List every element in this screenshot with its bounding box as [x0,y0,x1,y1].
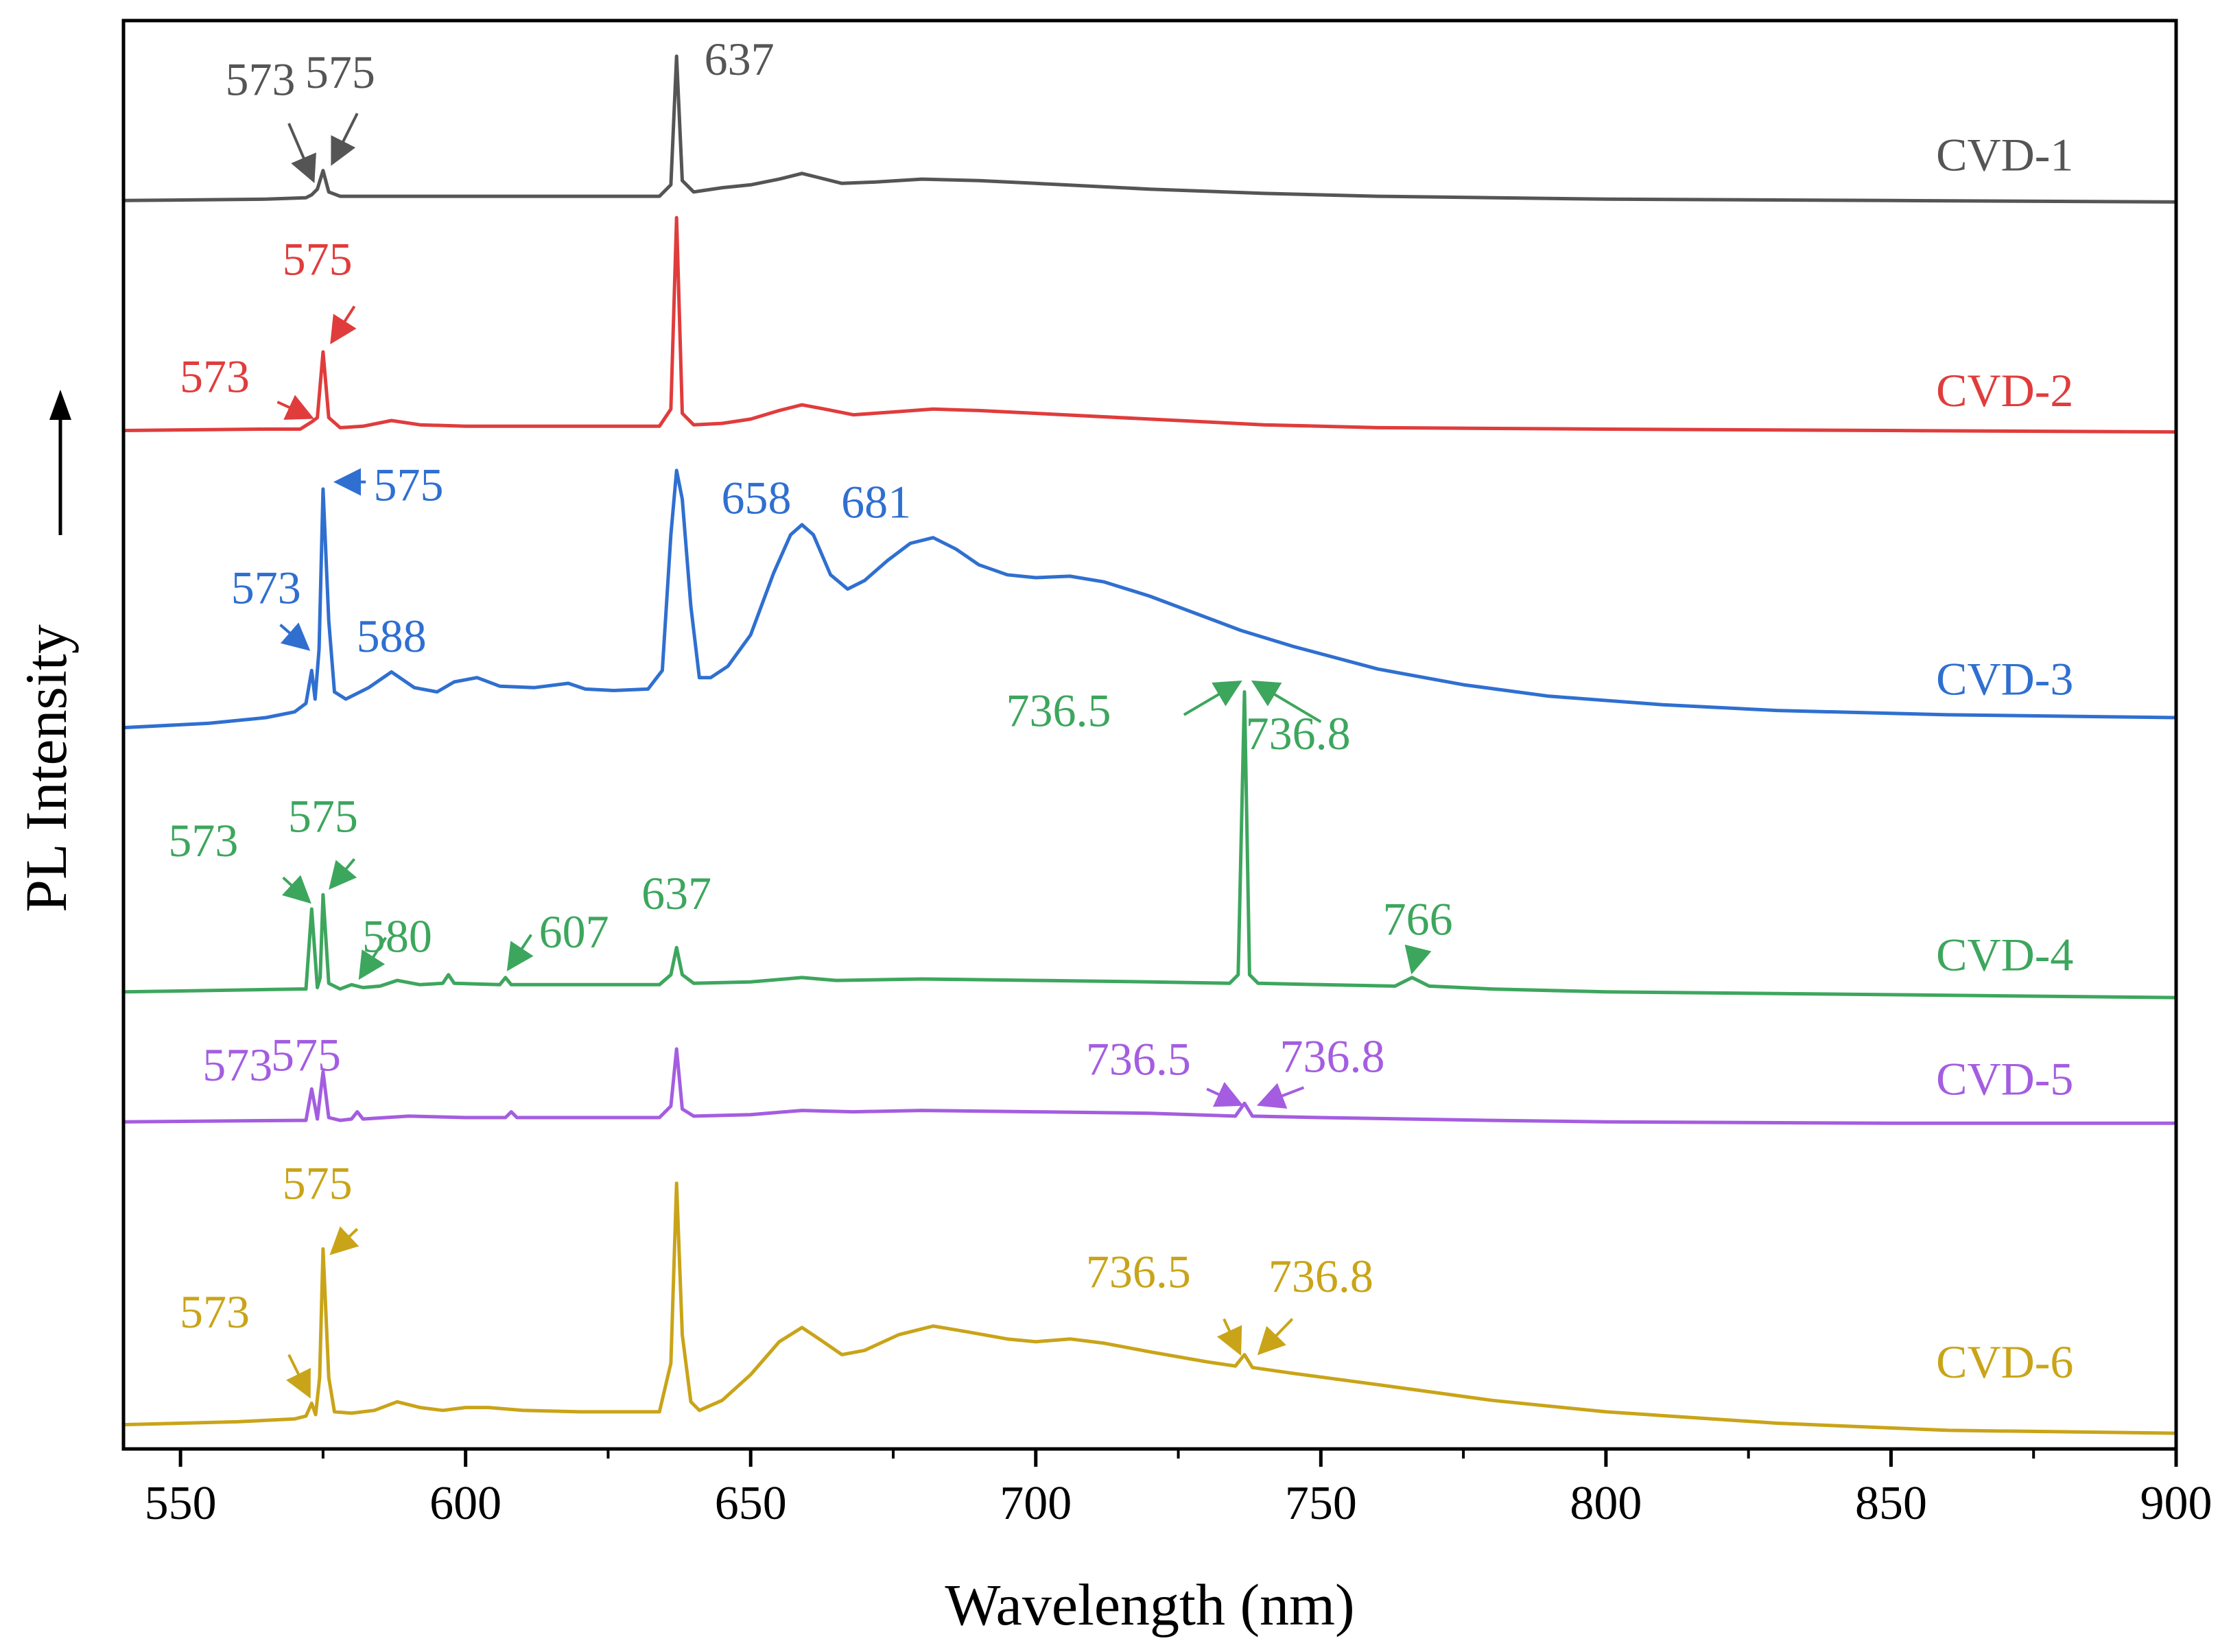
y-axis-arrow-icon [49,390,71,535]
series-line-cvd-6 [123,1181,2177,1435]
peak-label-cvd-6: 736.5 [1086,1246,1191,1298]
peak-label-cvd-3: 573 [231,561,301,613]
y-axis-title: PL Intensity [13,624,79,912]
peak-label-cvd-3: 588 [357,610,427,662]
x-axis-title: Wavelength (nm) [945,1572,1354,1638]
series-label-cvd-3: CVD-3 [1936,653,2073,705]
peak-arrow-icon [358,936,387,980]
peak-arrow-icon [281,875,311,904]
series-label-cvd-6: CVD-6 [1936,1336,2073,1388]
series-label-cvd-2: CVD-2 [1936,364,2073,416]
peak-label-cvd-5: 736.5 [1086,1033,1191,1085]
peak-arrow-icon [279,622,311,651]
peak-arrow-icon [1216,1318,1242,1356]
peak-arrow-icon [287,123,316,183]
peak-label-cvd-4: 580 [362,910,432,962]
peak-arrow-icon [329,858,357,890]
x-tick-label: 650 [715,1477,787,1530]
peak-arrow-icon [1257,1318,1294,1356]
peak-label-cvd-3: 575 [374,459,444,511]
x-tick-label: 700 [1000,1477,1072,1530]
peak-label-cvd-4: 736.5 [1006,685,1111,737]
plot-frame [121,19,2178,1451]
peak-label-cvd-5: 573 [202,1039,272,1091]
peak-label-cvd-6: 575 [283,1157,353,1210]
peak-arrow-icon [331,113,359,166]
series-line-cvd-1 [123,54,2177,204]
peak-label-cvd-4: 766 [1383,893,1453,945]
peak-label-cvd-6: 573 [180,1286,250,1338]
x-tick-label: 900 [2140,1477,2212,1530]
peak-arrow-icon [1251,680,1322,723]
series-line-cvd-3 [123,469,2177,730]
peak-label-cvd-4: 637 [641,867,711,919]
series-label-cvd-5: CVD-5 [1936,1053,2073,1105]
series-line-cvd-5 [123,1047,2176,1125]
peak-label-cvd-5: 575 [271,1028,341,1081]
y-arrow-head-icon [49,390,71,420]
peak-label-cvd-4: 575 [288,790,358,842]
peak-label-cvd-3: 658 [722,471,792,523]
series-line-cvd-2 [123,215,2177,434]
peak-label-cvd-4: 607 [539,906,609,958]
peak-label-cvd-3: 681 [841,476,911,528]
x-axis-ticks: 550 600 650 700 750 800 850 900 [145,1449,2212,1530]
peak-label-cvd-1: 637 [705,33,775,85]
peak-arrow-icon [329,1226,359,1255]
peak-arrow-icon [330,305,357,344]
peak-arrow-icon [286,1354,311,1399]
peak-label-cvd-1: 575 [305,46,375,98]
x-tick-label: 550 [145,1477,217,1530]
series-label-cvd-4: CVD-4 [1936,929,2073,981]
peak-arrow-icon [1256,1083,1305,1109]
peak-label-cvd-1: 573 [225,53,295,105]
peak-label-cvd-2: 573 [180,350,250,402]
peak-label-cvd-6: 736.8 [1268,1250,1373,1302]
x-tick-label: 600 [429,1477,501,1530]
peak-arrow-icon [1404,944,1432,975]
peak-arrow-icon [1206,1082,1244,1107]
peak-label-cvd-2: 575 [283,233,353,285]
peak-label-cvd-5: 736.8 [1279,1030,1384,1082]
peak-arrow-icon [1183,680,1242,716]
peak-label-cvd-4: 573 [168,814,238,866]
x-tick-label: 850 [1855,1477,1927,1530]
peak-arrow-icon [506,934,534,971]
series-label-cvd-1: CVD-1 [1936,129,2073,181]
x-tick-label: 800 [1570,1477,1642,1530]
series-line-cvd-4 [123,690,2177,1000]
x-tick-label: 750 [1285,1477,1357,1530]
peak-arrow-icon [276,394,314,420]
peak-label-cvd-4: 736.8 [1246,707,1351,759]
series-layer [123,54,2177,1435]
